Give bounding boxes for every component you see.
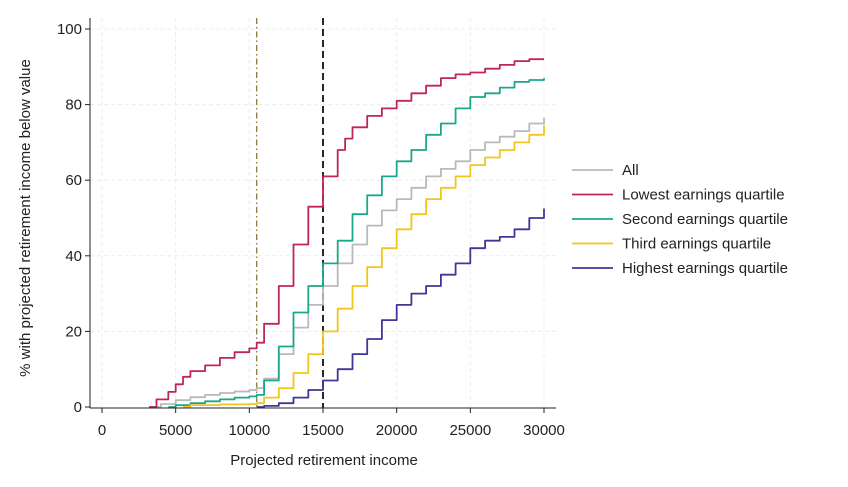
x-tick-label: 5000 <box>159 422 192 439</box>
legend-label: Third earnings quartile <box>622 236 771 253</box>
legend-label: Lowest earnings quartile <box>622 187 785 204</box>
x-tick-label: 10000 <box>228 422 270 439</box>
x-tick-label: 30000 <box>523 422 565 439</box>
x-tick-label: 15000 <box>302 422 344 439</box>
legend: All Lowest earnings quartile Second earnin… <box>572 162 788 277</box>
x-tick-label: 25000 <box>449 422 491 439</box>
series-line <box>168 78 545 408</box>
series-line <box>149 58 544 408</box>
y-tick-label: 100 <box>57 21 82 38</box>
y-tick-label: 0 <box>74 399 82 416</box>
y-tick-label: 80 <box>65 97 82 114</box>
legend-label: All <box>622 162 639 179</box>
y-axis-label: % with projected retirement income below… <box>17 59 34 377</box>
x-axis-label: Projected retirement income <box>230 452 418 469</box>
y-tick-label: 60 <box>65 172 82 189</box>
series-lines <box>149 58 545 408</box>
y-tick-label: 20 <box>65 323 82 340</box>
series-line <box>183 125 545 408</box>
x-tick-label: 20000 <box>376 422 418 439</box>
tick-labels: 0 20 40 60 80 100 0 5000 10000 15000 20000 25000 300… <box>57 21 565 439</box>
y-tick-label: 40 <box>65 248 82 265</box>
legend-label: Second earnings quartile <box>622 211 788 228</box>
reference-lines <box>256 18 324 408</box>
x-tick-label: 0 <box>98 422 106 439</box>
legend-label: Highest earnings quartile <box>622 260 788 277</box>
series-line <box>256 208 545 408</box>
